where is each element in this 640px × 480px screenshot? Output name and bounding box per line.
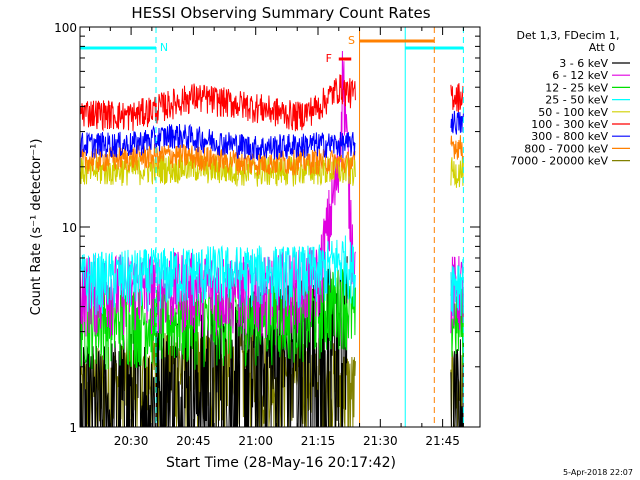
legend-label: 50 - 100 keV	[538, 106, 608, 119]
chart-title: HESSI Observing Summary Count Rates	[131, 4, 430, 22]
series-300-800-kev	[79, 123, 356, 161]
x-axis-label: Start Time (28-May-16 20:17:42)	[166, 455, 396, 471]
x-tick-label: 20:45	[176, 434, 211, 448]
y-tick-label: 1	[69, 421, 77, 435]
y-tick-label: 10	[62, 221, 77, 235]
y-tick-label: 100	[54, 21, 77, 35]
legend-label: 7000 - 20000 keV	[510, 155, 608, 168]
x-tick-label: 21:45	[425, 434, 460, 448]
x-tick-label: 20:30	[114, 434, 149, 448]
series-300-800-kev-resume	[450, 110, 464, 135]
series-25-50-kev	[79, 235, 356, 315]
series-100-300-kev	[79, 74, 356, 132]
annotation-s-label: S	[348, 34, 355, 47]
y-axis-label: Count Rate (s⁻¹ detector⁻¹)	[29, 139, 44, 316]
series-25-50-kev-resume	[450, 259, 464, 317]
x-tick-label: 21:15	[301, 434, 336, 448]
annotation-layer: N S F	[80, 27, 464, 427]
legend-label: 300 - 800 keV	[531, 130, 608, 143]
legend-title-line-2: Att 0	[589, 41, 615, 54]
annotation-f-label: F	[326, 52, 332, 65]
legend-title-line-1: Det 1,3, FDecim 1,	[517, 29, 620, 42]
series-100-300-kev-resume	[450, 83, 464, 113]
x-axis: 20:30 20:45 21:00 21:15 21:30 21:45	[89, 27, 464, 448]
legend-label: 3 - 6 keV	[559, 57, 608, 70]
x-tick-label: 21:30	[363, 434, 398, 448]
series-50-100-kev-resume	[450, 157, 464, 188]
y-axis: 1 10 100	[54, 21, 480, 435]
legend-label: 800 - 7000 keV	[524, 142, 608, 155]
x-tick-label: 21:00	[238, 434, 273, 448]
legend-label: 6 - 12 keV	[552, 69, 608, 82]
series-12-25-kev	[79, 269, 356, 370]
legend-label: 100 - 300 keV	[531, 118, 608, 131]
legend-label: 25 - 50 keV	[545, 94, 608, 107]
series-800-7000-kev-resume	[450, 135, 464, 160]
generation-timestamp: 5-Apr-2018 22:07	[563, 468, 633, 477]
annotation-n-label: N	[160, 41, 168, 54]
legend-label: 12 - 25 keV	[545, 81, 608, 94]
